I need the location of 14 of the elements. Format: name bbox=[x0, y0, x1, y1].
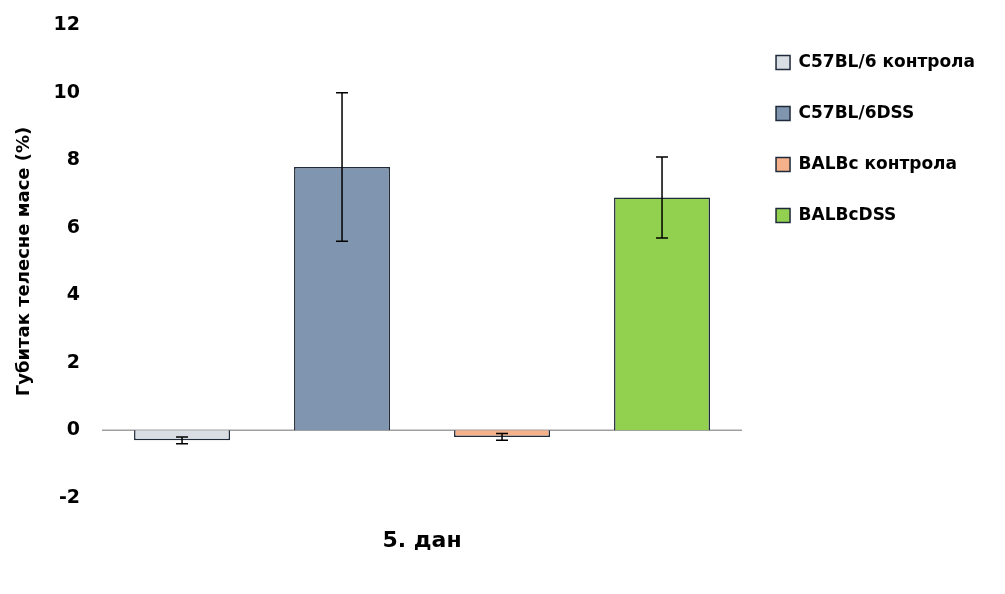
y-tick-label: 12 bbox=[53, 12, 81, 35]
y-tick-label: -2 bbox=[58, 484, 81, 507]
legend-label: BALBc контрола bbox=[798, 152, 958, 173]
y-tick-label: 2 bbox=[66, 349, 81, 372]
legend-label: C57BL/6 контрола bbox=[798, 50, 975, 71]
legend-label: C57BL/6DSS bbox=[798, 101, 915, 122]
legend-label: BALBcDSS bbox=[798, 203, 897, 224]
y-tick-label: 10 bbox=[53, 79, 81, 102]
y-axis-title: Губитак телесне масе (%) bbox=[12, 126, 34, 397]
x-tick-label: 5. дан bbox=[382, 526, 462, 552]
y-tick-label: 4 bbox=[66, 282, 81, 305]
y-tick-label: 6 bbox=[66, 214, 81, 237]
y-tick-label: 8 bbox=[66, 147, 81, 170]
y-tick-label: 0 bbox=[66, 417, 81, 440]
